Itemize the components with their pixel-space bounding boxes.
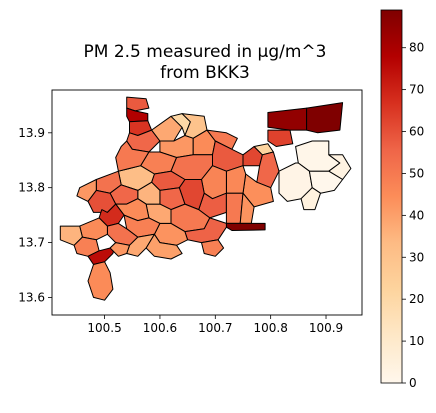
colorbar-tick-label: 70	[409, 83, 424, 97]
district-polygon	[151, 115, 183, 142]
district-polygon	[126, 96, 150, 112]
district-polygon	[145, 233, 183, 260]
district-polygon	[267, 107, 308, 131]
x-tick-label: 100.8	[253, 321, 287, 335]
district-polygon	[87, 261, 114, 301]
x-axis: 100.5 100.6 100.7 100.8 100.9	[87, 315, 343, 335]
colorbar-gradient	[380, 9, 403, 384]
colorbar-tick-label: 10	[409, 334, 424, 348]
colorbar-tick-label: 80	[409, 41, 424, 55]
colorbar-tick-label: 30	[409, 250, 424, 264]
colorbar-tick-label: 60	[409, 125, 424, 139]
district-polygon	[115, 140, 150, 172]
map-axes: 100.5 100.6 100.7 100.8 100.9 13.913.813.713…	[18, 89, 363, 335]
colorbar-tick-label: 40	[409, 208, 424, 222]
y-tick-label: 13.8	[18, 181, 45, 195]
colorbar-tick-label: 0	[409, 376, 417, 390]
district-polygon	[109, 242, 130, 257]
district-polygon	[306, 102, 344, 134]
district-polygon	[300, 187, 321, 211]
chart-title-line1: PM 2.5 measured in μg/m^3	[84, 42, 327, 62]
y-tick-label: 13.9	[18, 126, 45, 140]
district-polygon	[267, 129, 294, 147]
colorbar-tick-label: 20	[409, 292, 424, 306]
y-tick-label: 13.6	[18, 290, 45, 304]
colorbar: 0 10 20 30 40 50 60 70 80	[380, 9, 424, 390]
map-frame	[51, 89, 363, 316]
y-axis: 13.9 13.8 13.7 13.6	[18, 126, 52, 304]
colorbar-tick-label: 50	[409, 166, 424, 180]
district-polygon	[206, 129, 238, 150]
y-tick-label: 13.7	[18, 236, 45, 250]
district-polygon	[225, 165, 247, 194]
district-polygon	[225, 222, 266, 231]
colorbar-ticks: 0 10 20 30 40 50 60 70 80	[402, 41, 424, 390]
x-tick-label: 100.7	[198, 321, 232, 335]
district-polygons	[59, 96, 352, 301]
x-tick-label: 100.5	[87, 321, 121, 335]
x-tick-label: 100.9	[309, 321, 343, 335]
x-tick-label: 100.6	[143, 321, 177, 335]
district-polygon	[201, 239, 225, 257]
district-polygon	[184, 217, 227, 244]
chart-title-line2: from BKK3	[160, 63, 250, 83]
